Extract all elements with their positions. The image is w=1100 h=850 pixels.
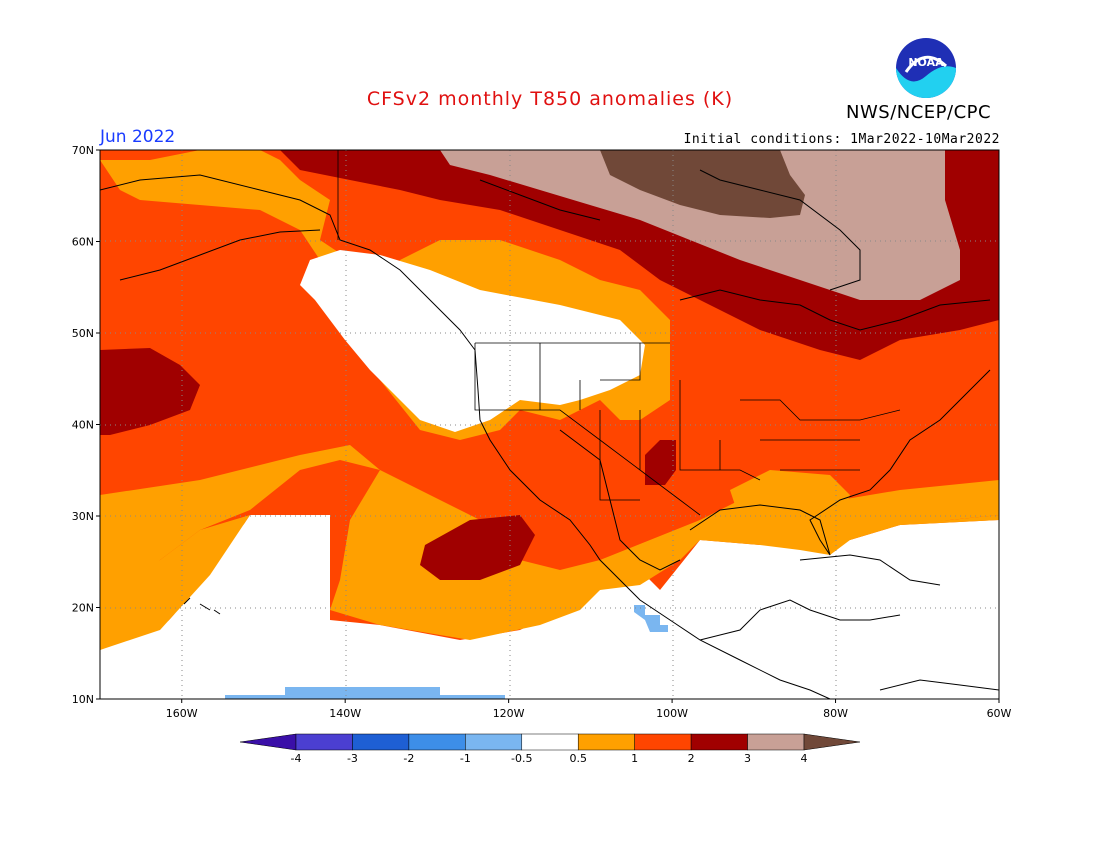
brown-canada: [440, 150, 960, 300]
cool-strip: [225, 687, 505, 699]
colorbar-label: 3: [744, 752, 751, 765]
svg-text:NOAA: NOAA: [908, 56, 944, 69]
darkred-pacific-sw: [420, 515, 535, 580]
colorbar-label: 0.5: [569, 752, 587, 765]
orange-hawaii-band: [100, 515, 250, 650]
lon-label: 80W: [823, 707, 848, 720]
colorbar: -4 -3 -2 -1 -0.5 0.5 1 2 3 4: [239, 733, 861, 765]
colorbar-label: -4: [291, 752, 302, 765]
noaa-logo: NOAA: [896, 38, 956, 98]
lon-label: 120W: [493, 707, 525, 720]
lon-label: 60W: [987, 707, 1012, 720]
colorbar-label: 1: [631, 752, 638, 765]
colorbar-swatch: [690, 733, 748, 751]
political-borders: [337, 150, 901, 516]
darkbrown-canada: [600, 150, 805, 218]
darkred-plains: [645, 440, 676, 485]
lon-label: 100W: [656, 707, 688, 720]
lon-label: 140W: [329, 707, 361, 720]
colorbar-label: -1: [460, 752, 471, 765]
colorbar-label: 4: [801, 752, 808, 765]
colorbar-swatch: [465, 733, 523, 751]
colorbar-swatch: [577, 733, 635, 751]
cool-mexico-1: [634, 605, 668, 632]
chart-title: CFSv2 monthly T850 anomalies (K): [366, 88, 734, 110]
coastlines: [100, 169, 999, 699]
colorbar-swatch: [295, 733, 353, 751]
lat-label: 70N: [72, 144, 94, 157]
lat-label: 50N: [72, 327, 94, 340]
colorbar-swatch: [408, 733, 466, 751]
colorbar-label: -0.5: [511, 752, 532, 765]
anomaly-field: [100, 150, 999, 699]
colorbar-min-arrow: [239, 733, 297, 751]
colorbar-swatch: [352, 733, 410, 751]
colorbar-swatch: [634, 733, 692, 751]
initial-conditions: Initial conditions: 1Mar2022-10Mar2022: [683, 132, 1000, 147]
lat-label: 20N: [72, 602, 94, 615]
white-region-pacific: [100, 515, 330, 690]
colorbar-swatch: [747, 733, 805, 751]
axis-ticks: 70N 60N 50N 40N 30N 20N 10N 160W 140W 120W 100W 80W…: [72, 144, 1012, 720]
colorbar-label: -2: [403, 752, 414, 765]
lat-label: 30N: [72, 510, 94, 523]
darkred-pacific-nw: [100, 348, 200, 435]
orange-southeast: [730, 470, 999, 555]
colorbar-label: -3: [347, 752, 358, 765]
colorbar-label: 2: [688, 752, 695, 765]
lat-label: 40N: [72, 419, 94, 432]
lat-label: 60N: [72, 236, 94, 249]
agency-label: NWS/NCEP/CPC: [846, 102, 992, 123]
colorbar-max-arrow: [803, 733, 861, 751]
colorbar-swatch: [521, 733, 579, 751]
lon-label: 160W: [166, 707, 198, 720]
lat-label: 10N: [72, 693, 94, 706]
white-region-west-coast: [300, 250, 645, 432]
valid-month: Jun 2022: [100, 127, 176, 147]
